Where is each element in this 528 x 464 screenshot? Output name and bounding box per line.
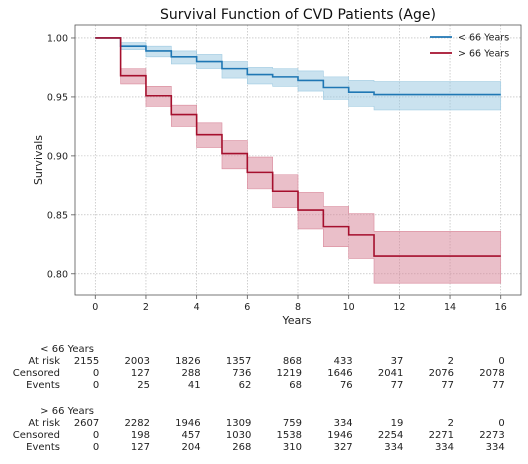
legend-label: > 66 Years (458, 49, 509, 60)
x-axis-label: Years (281, 314, 311, 327)
y-tick-label: 0.90 (47, 151, 68, 162)
y-tick-label: 1.00 (47, 33, 68, 44)
y-tick-label: 0.95 (47, 92, 68, 103)
ci-band-series-1 (95, 37, 502, 111)
y-axis-label: Survivals (32, 135, 45, 185)
x-tick-label: 10 (343, 302, 355, 313)
survival-line-series-1 (95, 37, 501, 96)
x-tick-label: 12 (393, 302, 405, 313)
legend: < 66 Years > 66 Years (430, 33, 509, 60)
x-tick-label: 0 (92, 302, 98, 313)
y-axis-ticks: 0.80 0.85 0.90 0.95 1.00 (47, 33, 75, 280)
x-tick-label: 2 (143, 302, 149, 313)
chart-title: Survival Function of CVD Patients (Age) (160, 7, 436, 23)
x-axis-ticks: 0 2 4 6 8 10 12 14 16 (92, 295, 507, 313)
x-tick-label: 4 (194, 302, 200, 313)
survival-line-series-2 (95, 37, 501, 257)
y-tick-label: 0.85 (47, 210, 68, 221)
legend-label: < 66 Years (458, 33, 509, 44)
y-tick-label: 0.80 (47, 269, 68, 280)
survival-lines (95, 37, 501, 257)
x-tick-label: 6 (244, 302, 250, 313)
x-tick-label: 16 (495, 302, 507, 313)
x-tick-label: 8 (295, 302, 301, 313)
x-tick-label: 14 (444, 302, 456, 313)
